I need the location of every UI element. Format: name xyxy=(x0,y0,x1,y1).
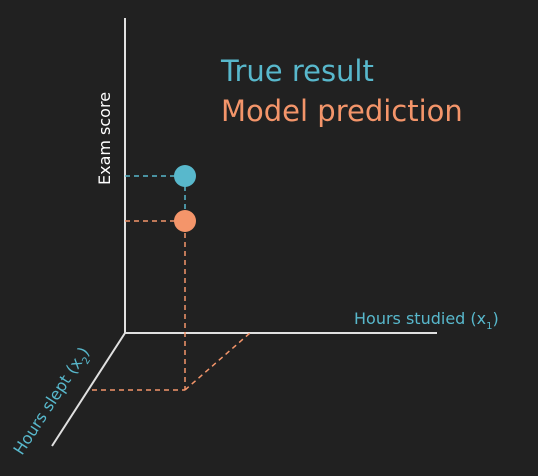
x2-axis xyxy=(51,332,126,447)
y-axis-label: Exam score xyxy=(95,92,114,185)
x1-label-subscript: 1 xyxy=(486,321,492,332)
model-prediction-point xyxy=(174,210,196,232)
x1-label-close: ) xyxy=(492,309,498,328)
legend-model-prediction: Model prediction xyxy=(221,94,463,128)
x1-label-main: Hours studied (x xyxy=(354,309,486,328)
x2-label-main: Hours slept (x xyxy=(9,354,86,458)
x1-axis-label: Hours studied (x1) xyxy=(354,309,499,332)
legend-true-result: True result xyxy=(220,54,374,88)
prediction-projection-lines xyxy=(92,220,251,391)
x2-label-subscript: 2 xyxy=(80,355,93,366)
true-result-projection-lines xyxy=(125,175,186,211)
true-result-point xyxy=(174,165,196,187)
